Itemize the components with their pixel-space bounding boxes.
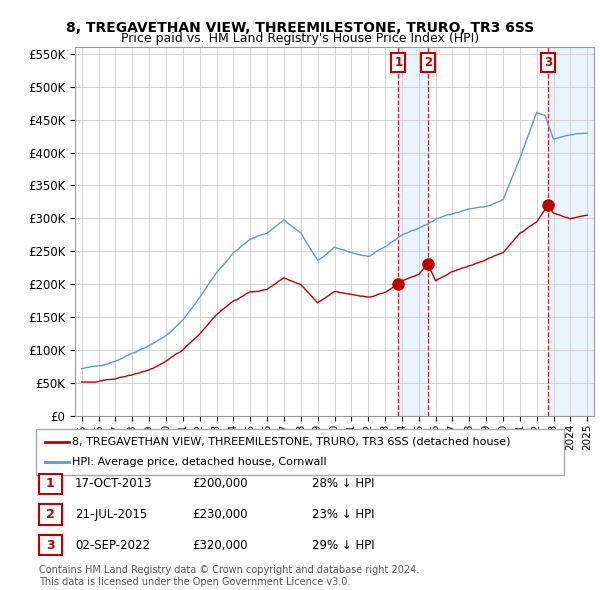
Text: 1: 1 xyxy=(394,57,403,70)
Text: 21-JUL-2015: 21-JUL-2015 xyxy=(75,508,147,521)
Text: 3: 3 xyxy=(544,57,552,70)
Text: HPI: Average price, detached house, Cornwall: HPI: Average price, detached house, Corn… xyxy=(72,457,326,467)
Text: 8, TREGAVETHAN VIEW, THREEMILESTONE, TRURO, TR3 6SS: 8, TREGAVETHAN VIEW, THREEMILESTONE, TRU… xyxy=(66,21,534,35)
Text: £200,000: £200,000 xyxy=(192,477,248,490)
Text: 02-SEP-2022: 02-SEP-2022 xyxy=(75,539,150,552)
Bar xyxy=(548,47,594,416)
Bar xyxy=(398,47,428,416)
Text: 28% ↓ HPI: 28% ↓ HPI xyxy=(312,477,374,490)
Text: 29% ↓ HPI: 29% ↓ HPI xyxy=(312,539,374,552)
Text: 3: 3 xyxy=(46,539,55,552)
Text: 8, TREGAVETHAN VIEW, THREEMILESTONE, TRURO, TR3 6SS (detached house): 8, TREGAVETHAN VIEW, THREEMILESTONE, TRU… xyxy=(72,437,511,447)
Text: £230,000: £230,000 xyxy=(192,508,248,521)
Text: 2: 2 xyxy=(424,57,432,70)
Text: 2: 2 xyxy=(46,508,55,521)
Text: Contains HM Land Registry data © Crown copyright and database right 2024.
This d: Contains HM Land Registry data © Crown c… xyxy=(39,565,419,587)
Text: 17-OCT-2013: 17-OCT-2013 xyxy=(75,477,152,490)
Text: £320,000: £320,000 xyxy=(192,539,248,552)
Text: 23% ↓ HPI: 23% ↓ HPI xyxy=(312,508,374,521)
Text: 1: 1 xyxy=(46,477,55,490)
Text: Price paid vs. HM Land Registry's House Price Index (HPI): Price paid vs. HM Land Registry's House … xyxy=(121,32,479,45)
